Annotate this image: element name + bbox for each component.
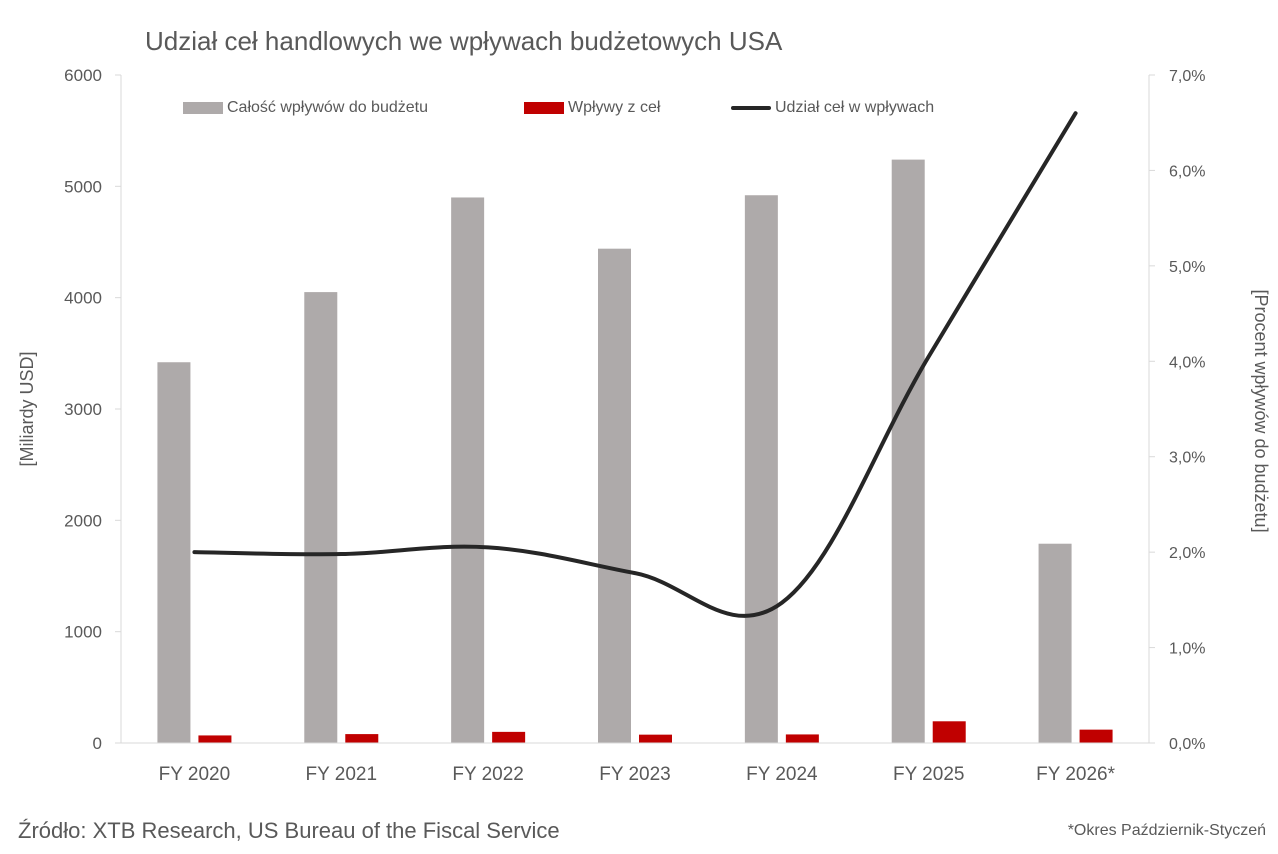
y-tick-label-left: 0	[93, 734, 102, 753]
y-tick-label-left: 4000	[64, 289, 102, 308]
legend-label-tariff-revenue: Wpływy z ceł	[568, 99, 661, 116]
x-tick-label: FY 2020	[159, 764, 230, 785]
bar-tariff-revenue	[492, 731, 526, 743]
legend-label-tariff-share: Udział ceł w wpływach	[775, 99, 935, 116]
y-tick-label-right: 0,0%	[1169, 736, 1205, 753]
y-tick-label-right: 5,0%	[1169, 259, 1205, 276]
y-tick-label-left: 2000	[64, 511, 102, 530]
bar-total-revenue	[891, 159, 925, 743]
legend-swatch-tariff-share	[731, 106, 771, 110]
legend-swatch-total-revenue	[183, 102, 223, 114]
line-tariff-share	[192, 111, 1078, 618]
x-tick-label: FY 2025	[893, 764, 964, 785]
y-tick-label-right: 7,0%	[1169, 68, 1205, 85]
bar-tariff-revenue	[932, 721, 966, 743]
bar-total-revenue	[1038, 543, 1072, 743]
y-tick-label-left: 1000	[64, 623, 102, 642]
x-tick-label: FY 2021	[306, 764, 377, 785]
legend-item-total-revenue: Całość wpływów do budżetu	[183, 99, 428, 117]
bar-tariff-revenue	[345, 734, 379, 743]
y-axis-title-left: [Miliardy USD]	[17, 351, 37, 466]
source-note: Źródło: XTB Research, US Bureau of the F…	[18, 818, 560, 843]
x-tick-label: FY 2022	[452, 764, 523, 785]
x-tick-label: FY 2026*	[1036, 764, 1115, 785]
y-tick-label-right: 2,0%	[1169, 545, 1205, 562]
bar-total-revenue	[451, 197, 485, 743]
y-axis-title-right: [Procent wpływów do budżetu]	[1251, 289, 1271, 532]
bar-total-revenue	[744, 195, 778, 744]
y-tick-label-left: 6000	[64, 66, 102, 85]
y-tick-label-right: 1,0%	[1169, 641, 1205, 658]
bar-tariff-revenue	[785, 734, 819, 743]
legend-item-tariff-revenue: Wpływy z ceł	[524, 99, 660, 117]
legend-swatch-tariff-revenue	[524, 102, 564, 114]
footnote: *Okres Październik-Styczeń	[1067, 822, 1266, 839]
y-tick-label-right: 6,0%	[1169, 163, 1205, 180]
y-tick-label-left: 5000	[64, 177, 102, 196]
bar-total-revenue	[157, 362, 191, 743]
bar-total-revenue	[304, 292, 338, 743]
x-tick-label: FY 2024	[746, 764, 818, 785]
bar-tariff-revenue	[1079, 729, 1113, 743]
chart-title: Udział ceł handlowych we wpływach budżet…	[145, 26, 783, 56]
legend: Całość wpływów do budżetu Wpływy z ceł U…	[0, 99, 1278, 123]
bar-tariff-revenue	[198, 735, 232, 743]
bar-total-revenue	[598, 248, 631, 743]
bar-tariff-revenue	[639, 734, 672, 743]
y-tick-label-right: 4,0%	[1169, 354, 1205, 371]
y-tick-label-right: 3,0%	[1169, 450, 1205, 467]
x-tick-label: FY 2023	[599, 764, 670, 785]
legend-label-total-revenue: Całość wpływów do budżetu	[227, 99, 428, 116]
y-tick-label-left: 3000	[64, 400, 102, 419]
legend-item-tariff-share: Udział ceł w wpływach	[731, 99, 934, 117]
